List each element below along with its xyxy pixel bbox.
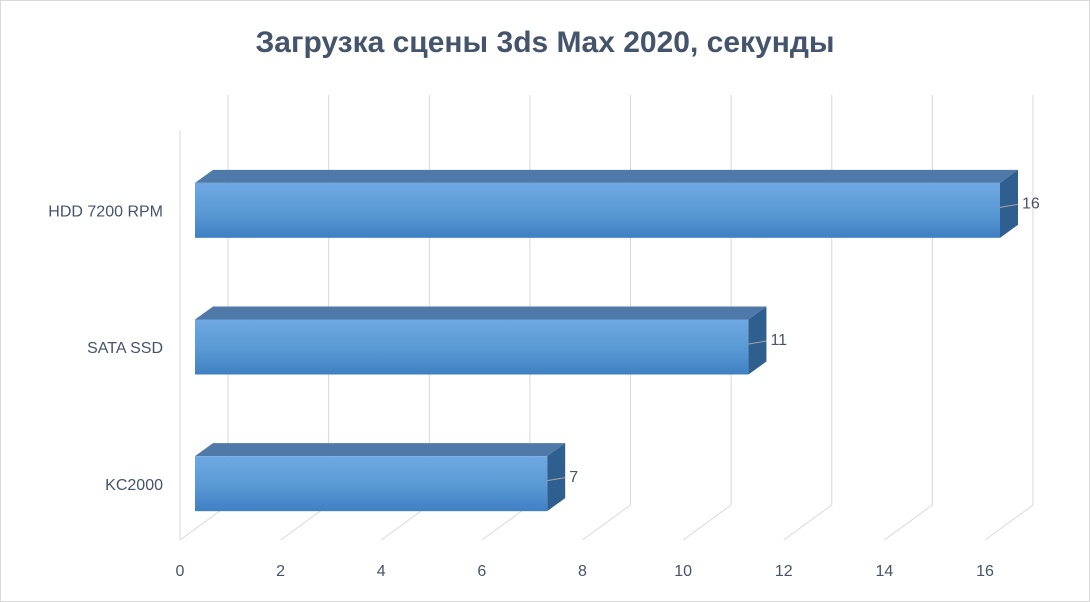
bar-side [547, 443, 566, 512]
floor-grid-line [783, 504, 833, 541]
floor-grid-line [984, 504, 1034, 541]
floor-grid-line [582, 504, 631, 541]
bar-top [195, 306, 767, 320]
floor-grid-line [884, 504, 933, 541]
x-tick-label: 14 [875, 563, 893, 580]
leader-line [547, 477, 566, 482]
y-tick-label: KC2000 [105, 477, 163, 494]
x-tick-label: 2 [276, 563, 285, 580]
x-tick-label: 16 [976, 563, 994, 580]
data-label: 16 [1022, 196, 1040, 213]
y-tick-label: HDD 7200 RPM [48, 204, 163, 221]
data-label: 7 [569, 469, 578, 486]
floor-grid-line [682, 504, 732, 541]
bar-top [195, 169, 1018, 183]
y-tick-label: SATA SSD [87, 340, 163, 357]
chart-title: Загрузка сцены 3ds Max 2020, секунды [255, 26, 834, 59]
x-tick-label: 8 [578, 563, 587, 580]
bar [195, 319, 749, 375]
bar [195, 182, 1000, 238]
leader-line [999, 203, 1019, 208]
data-label: 11 [770, 332, 787, 349]
x-tick-label: 12 [775, 563, 793, 580]
x-tick-label: 6 [477, 563, 486, 580]
bar-top [195, 443, 566, 457]
bar [195, 456, 548, 512]
x-tick-label: 0 [176, 563, 185, 580]
bar-side [1000, 169, 1018, 238]
x-tick-label: 10 [674, 563, 692, 580]
leader-line [748, 340, 767, 345]
bar-side [748, 306, 767, 375]
x-tick-label: 4 [377, 563, 386, 580]
